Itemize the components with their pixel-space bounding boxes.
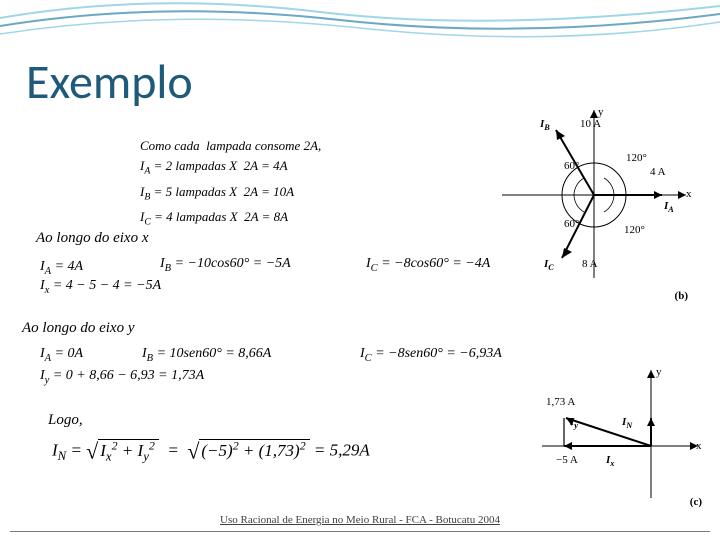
diag-b-ia: IA bbox=[664, 200, 674, 214]
eixox-ib: IB = −10cos60° = −5A bbox=[160, 256, 291, 274]
eixoy-header: Ao longo do eixo y bbox=[22, 320, 134, 337]
consumo-l1: Como cada lampada consome 2A, bbox=[140, 136, 321, 156]
eixoy-ib: IB = 10sen60° = 8,66A bbox=[142, 346, 271, 364]
diag-b-ic: IC bbox=[544, 258, 554, 272]
diag-b-x: x bbox=[686, 188, 692, 200]
diag-b-ia-val: 4 A bbox=[650, 166, 666, 178]
diag-c-ix-val: −5 A bbox=[556, 454, 578, 466]
diag-c-caption: (c) bbox=[690, 496, 702, 508]
eixox-ic: IC = −8cos60° = −4A bbox=[366, 256, 490, 274]
diag-b-y: y bbox=[598, 106, 604, 118]
diag-c-y: y bbox=[656, 366, 662, 378]
consumo-block: Como cada lampada consome 2A, IA = 2 lam… bbox=[140, 136, 321, 233]
diag-c-iy: Iy bbox=[570, 416, 578, 430]
diag-b-ib-val: 10 A bbox=[580, 118, 601, 130]
eixox-header: Ao longo do eixo x bbox=[36, 230, 148, 247]
diag-c-iy-val: 1,73 A bbox=[546, 396, 575, 408]
footer-rule bbox=[10, 531, 710, 532]
logo-label: Logo, bbox=[48, 412, 83, 429]
diag-b-60-2: 60° bbox=[564, 218, 579, 230]
phasor-diagram-b: IB 10 A y 4 A IA x IC 8 A 60° 120° 60° 1… bbox=[494, 100, 694, 290]
diag-c-x: x bbox=[696, 440, 702, 452]
diag-b-120-2: 120° bbox=[624, 224, 645, 236]
consumo-l4: IC = 4 lampadas X 2A = 8A bbox=[140, 207, 321, 233]
in-result: = 5,29A bbox=[314, 441, 370, 460]
eixoy-iy: Iy = 0 + 8,66 − 6,93 = 1,73A bbox=[40, 368, 204, 386]
diag-b-ic-val: 8 A bbox=[582, 258, 598, 270]
in-formula: IN = √Ix2 + Iy2 = √(−5)2 + (1,73)2 = 5,2… bbox=[52, 438, 370, 465]
diag-b-60-1: 60° bbox=[564, 160, 579, 172]
diag-b-ib: IB bbox=[540, 118, 550, 132]
eixoy-ic: IC = −8sen60° = −6,93A bbox=[360, 346, 502, 364]
diag-c-ix: Ix bbox=[606, 454, 614, 468]
diag-c-in: IN bbox=[622, 416, 632, 430]
header-wave-decor bbox=[0, 0, 720, 60]
vector-diagram-c: y x 1,73 A Iy IN −5 A Ix (c) bbox=[536, 360, 706, 510]
diag-b-caption: (b) bbox=[675, 290, 688, 302]
slide-title: Exemplo bbox=[26, 52, 193, 111]
slide-footer: Uso Racional de Energia no Meio Rural - … bbox=[0, 514, 720, 526]
consumo-l2: IA = 2 lampadas X 2A = 4A bbox=[140, 156, 321, 182]
consumo-l3: IB = 5 lampadas X 2A = 10A bbox=[140, 182, 321, 208]
diag-b-120-1: 120° bbox=[626, 152, 647, 164]
eixox-ix: Ix = 4 − 5 − 4 = −5A bbox=[40, 278, 161, 296]
eixoy-ia: IA = 0A bbox=[40, 346, 83, 364]
